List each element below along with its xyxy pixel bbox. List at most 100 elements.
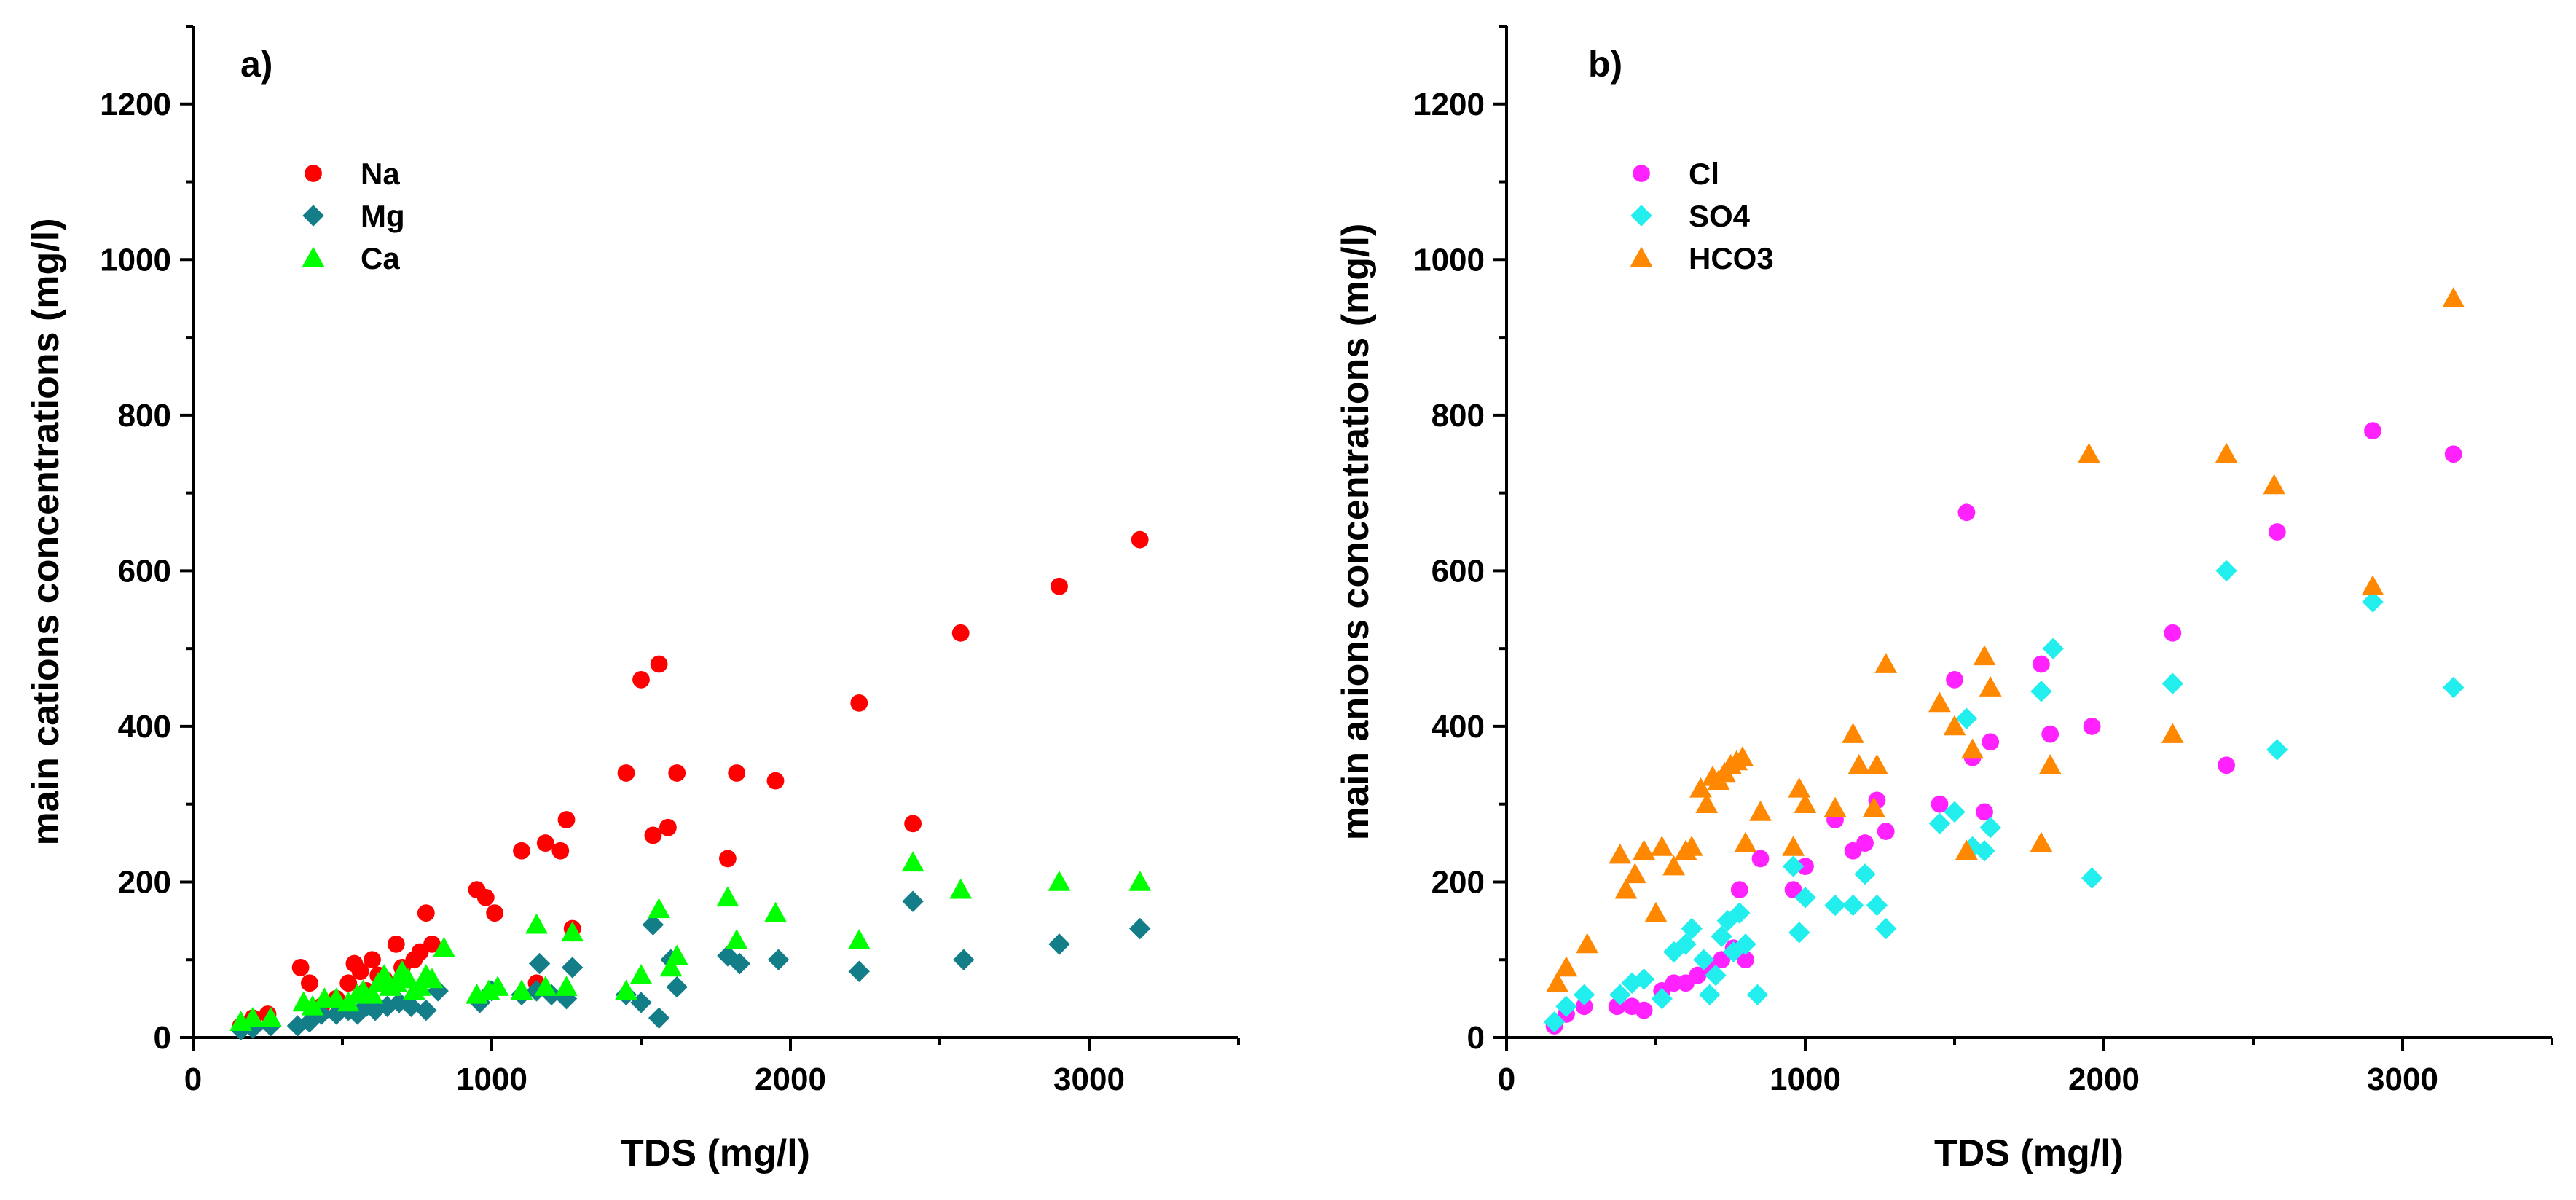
panel-a-point-ca <box>534 976 557 996</box>
panel-b-x-tick-label: 0 <box>1498 1062 1515 1097</box>
panel-a-legend-marker-na <box>305 165 322 182</box>
panel-b-y-title: main anions concentrations (mg/l) <box>1335 224 1377 841</box>
panel-b-point-so4 <box>1866 894 1888 917</box>
panel-a-point-ca <box>648 898 670 919</box>
panel-b-point-hco3 <box>1576 933 1599 954</box>
panel-a-point-ca <box>764 901 787 922</box>
panel-a-point-na <box>951 624 970 642</box>
panel-a-point-mg <box>648 1007 670 1030</box>
panel-a-point-ca <box>510 979 533 1000</box>
panel-b-point-cl <box>1982 733 2000 751</box>
panel-b-label: b) <box>1588 44 1622 85</box>
panel-b-point-hco3 <box>1644 901 1668 922</box>
panel-b-point-so4 <box>2443 676 2465 699</box>
panel-b-point-hco3 <box>1614 878 1638 899</box>
panel-b-point-so4 <box>1735 933 1756 955</box>
panel-a-point-ca <box>301 995 324 1016</box>
panel-b-point-so4 <box>1928 812 1951 835</box>
panel-b-point-so4 <box>1692 949 1715 970</box>
panel-a-point-na <box>904 815 922 833</box>
panel-a-point-mg <box>953 949 975 970</box>
panel-b-point-hco3 <box>1695 793 1719 814</box>
panel-b-point-hco3 <box>2442 287 2465 308</box>
panel-b-point-so4 <box>1854 863 1876 885</box>
panel-b-point-cl <box>2268 523 2286 541</box>
panel-b-y-tick-label: 1000 <box>1413 242 1485 278</box>
panel-a-y-tick-label: 400 <box>118 709 171 745</box>
panel-b-x-tick-label: 3000 <box>2367 1062 2438 1097</box>
panel-a-point-mg <box>729 952 750 975</box>
panel-a-point-ca <box>629 964 653 984</box>
panel-b-point-hco3 <box>1650 836 1673 856</box>
panel-b-point-hco3 <box>2161 723 2184 743</box>
panel-b-point-hco3 <box>2263 474 2286 495</box>
panel-b-point-so4 <box>1651 987 1673 1010</box>
panel-a-x-title: TDS (mg/l) <box>621 1132 810 1174</box>
panel-a-point-ca <box>847 929 871 949</box>
panel-b-point-hco3 <box>1680 836 1703 856</box>
panel-a-point-mg <box>376 995 398 1017</box>
panel-a-point-ca <box>361 983 384 1004</box>
panel-a-point-na <box>513 842 530 860</box>
panel-b-point-so4 <box>1875 917 1897 940</box>
panel-a-points <box>229 530 1152 1041</box>
panel-a-y-tick-label: 1000 <box>100 242 171 278</box>
panel-a-point-ca <box>325 987 348 1008</box>
panel-b-point-cl <box>1957 503 1976 522</box>
panel-b-x-tick-label: 1000 <box>1770 1062 1841 1097</box>
panel-a-point-ca <box>1128 871 1152 891</box>
panel-b-point-cl <box>1737 951 1754 969</box>
panel-a-point-ca <box>259 1006 282 1027</box>
panel-b-points <box>1543 287 2465 1035</box>
panel-b-point-hco3 <box>1943 715 1966 736</box>
panel-b-point-cl <box>1976 803 1993 821</box>
panel-b-point-so4 <box>1944 801 1966 823</box>
panel-b-point-hco3 <box>1623 863 1646 884</box>
panel-b-point-hco3 <box>1862 796 1885 817</box>
panel-b-point-so4 <box>1705 964 1727 987</box>
panel-b-point-cl <box>2083 718 2101 735</box>
panel-b-point-so4 <box>1794 887 1816 909</box>
panel-a-point-na <box>387 935 405 953</box>
panel-b-point-hco3 <box>1961 738 1984 759</box>
panel-b-point-hco3 <box>2030 831 2053 852</box>
panel-b-point-hco3 <box>1823 796 1847 817</box>
panel-b-point-so4 <box>1609 984 1631 1005</box>
panel-b-point-so4 <box>2215 560 2237 582</box>
panel-a-y-tick-label: 1200 <box>100 87 171 122</box>
panel-b-point-hco3 <box>1979 676 2002 697</box>
panel-b-point-cl <box>1931 795 1949 813</box>
panel-b-point-so4 <box>2030 681 2052 702</box>
panel-b-point-hco3 <box>2215 442 2238 463</box>
panel-a-point-na <box>339 974 358 992</box>
panel-a-point-na <box>850 694 868 712</box>
panel-a-y-tick-label: 0 <box>154 1020 171 1056</box>
panel-a-point-na <box>659 818 677 836</box>
panel-b-point-cl <box>1856 834 1874 852</box>
panel-a-point-ca <box>525 913 548 934</box>
panel-b-point-hco3 <box>2078 442 2100 463</box>
panel-b-point-hco3 <box>1794 793 1817 814</box>
panel-a-point-na <box>1051 577 1068 595</box>
panel-a-point-na <box>423 935 441 953</box>
panel-a-legend-marker-ca <box>302 246 325 267</box>
panel-a-x-tick-label: 0 <box>184 1062 202 1097</box>
panel-b-point-so4 <box>2081 867 2103 889</box>
panel-b-point-cl <box>1877 823 1895 840</box>
panel-a-point-na <box>557 811 576 828</box>
panel-b-legend-marker-so4 <box>1630 205 1652 227</box>
panel-b-point-hco3 <box>1689 777 1712 798</box>
panel-a-point-ca <box>241 1006 264 1027</box>
panel-a-legend: Na Mg Ca <box>302 157 405 275</box>
panel-a-point-mg <box>848 960 870 982</box>
panel-a-point-mg <box>666 976 688 998</box>
panel-b-point-so4 <box>1543 1011 1566 1033</box>
panel-a-point-ca <box>659 956 683 977</box>
panel-a-point-na <box>766 772 785 790</box>
panel-b-legend-label-hco3: HCO3 <box>1689 241 1774 275</box>
panel-b-point-so4 <box>1842 894 1864 917</box>
panel-b-point-so4 <box>1711 925 1732 947</box>
panel-a-point-mg <box>364 999 386 1021</box>
panel-a-point-na <box>417 904 435 922</box>
